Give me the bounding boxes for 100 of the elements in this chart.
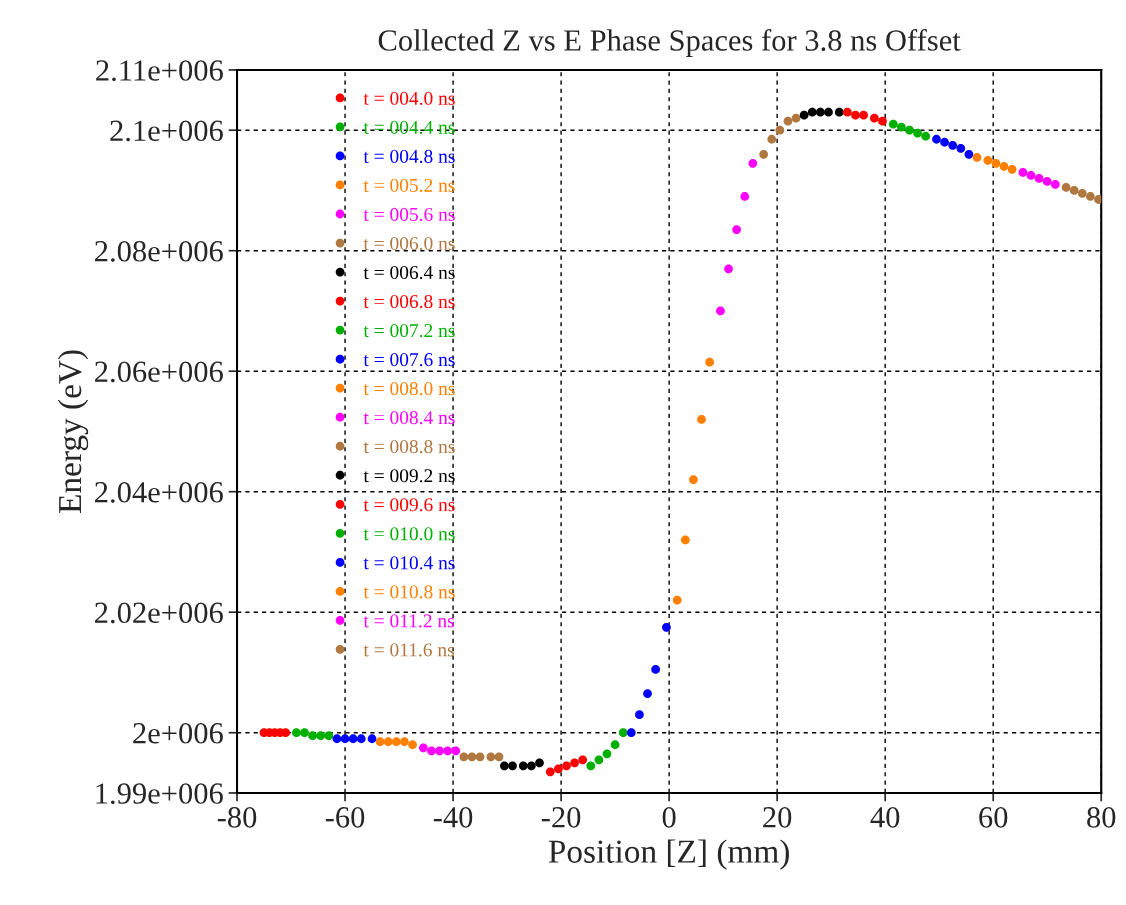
legend-label: t = 006.4 ns: [363, 265, 455, 280]
x-tick-label: 80: [1087, 807, 1116, 828]
point: [554, 764, 563, 774]
point: [991, 158, 1001, 168]
legend-label: t = 006.8 ns: [363, 294, 455, 309]
y-tick-label: 2.08e+006: [95, 240, 223, 262]
point: [732, 225, 742, 235]
point: [443, 746, 453, 756]
point: [348, 734, 358, 744]
legend-label: t = 004.8 ns: [363, 149, 455, 164]
legend-label: t = 009.2 ns: [363, 469, 455, 483]
point: [635, 710, 644, 720]
x-tick-label: 20: [763, 807, 792, 828]
point: [697, 415, 706, 424]
legend-label: t = 010.8 ns: [363, 585, 455, 599]
point: [626, 728, 636, 738]
point: [1034, 174, 1044, 183]
x-tick-label: 0: [662, 807, 676, 828]
point: [791, 113, 801, 123]
point: [1086, 192, 1095, 201]
point: [724, 264, 733, 274]
legend-label: t = 007.6 ns: [363, 353, 455, 367]
legend-label: t = 008.0 ns: [363, 382, 455, 396]
point: [1042, 177, 1052, 186]
point: [356, 734, 366, 744]
point: [1026, 171, 1036, 180]
point: [651, 665, 661, 674]
point: [545, 767, 555, 777]
y-tick-label: 1.99e+006: [96, 783, 223, 804]
legend-label: t = 004.4 ns: [363, 120, 455, 134]
point: [859, 110, 868, 120]
point: [824, 107, 833, 117]
point: [562, 761, 571, 771]
point: [767, 134, 777, 144]
legend-label: t = 010.4 ns: [363, 556, 455, 570]
point: [705, 357, 715, 367]
point: [869, 113, 879, 123]
point: [680, 535, 690, 545]
legend-label: t = 005.2 ns: [363, 178, 455, 193]
point: [716, 306, 725, 316]
point: [475, 752, 485, 762]
point: [332, 734, 342, 744]
point: [610, 740, 620, 750]
point: [905, 125, 914, 135]
point: [740, 192, 750, 201]
point: [888, 119, 898, 129]
point: [586, 761, 596, 771]
point: [618, 728, 628, 738]
point: [383, 737, 393, 747]
legend-label: t = 005.6 ns: [363, 207, 455, 222]
legend-label: t = 008.4 ns: [363, 411, 455, 425]
y-tick-label: 2.02e+006: [95, 602, 223, 624]
point: [896, 122, 906, 132]
x-axis-title: Position [Z] (mm): [548, 839, 789, 870]
point: [689, 475, 698, 485]
point: [1077, 189, 1087, 198]
point: [834, 107, 844, 117]
point: [499, 761, 509, 771]
point: [292, 728, 301, 738]
point: [999, 161, 1009, 171]
point: [578, 755, 588, 765]
point: [983, 155, 993, 165]
point: [775, 125, 785, 135]
point: [308, 731, 318, 741]
point: [435, 746, 444, 756]
point: [940, 137, 949, 147]
point: [1050, 180, 1060, 189]
y-tick-label: 2.1e+006: [110, 120, 223, 142]
point: [324, 731, 334, 741]
point: [602, 749, 612, 759]
x-tick-label: 40: [870, 807, 900, 828]
point: [643, 689, 652, 698]
point: [570, 758, 579, 768]
y-tick-label: 2.06e+006: [95, 361, 223, 383]
y-tick-label: 2e+006: [133, 722, 223, 744]
point: [418, 743, 428, 753]
point: [799, 110, 809, 120]
point: [851, 110, 860, 120]
point: [508, 761, 517, 771]
point: [878, 116, 887, 126]
legend-label: t = 011.2 ns: [363, 614, 454, 628]
point: [494, 752, 504, 762]
point: [594, 755, 604, 765]
point: [340, 734, 350, 744]
point: [842, 107, 852, 117]
point: [807, 107, 817, 117]
legend-label: t = 008.8 ns: [363, 440, 455, 454]
point: [662, 622, 671, 632]
point: [535, 758, 544, 768]
point: [300, 728, 309, 738]
legend-label: t = 009.6 ns: [363, 498, 455, 512]
legend-label: t = 006.0 ns: [363, 236, 455, 251]
point: [408, 740, 417, 750]
point: [964, 149, 974, 159]
point: [375, 737, 385, 747]
legend-label: t = 004.0 ns: [363, 91, 455, 105]
legend-label: t = 007.2 ns: [363, 323, 455, 338]
y-tick-label: 2.04e+006: [95, 481, 223, 503]
point: [527, 761, 536, 771]
point: [1018, 167, 1028, 177]
